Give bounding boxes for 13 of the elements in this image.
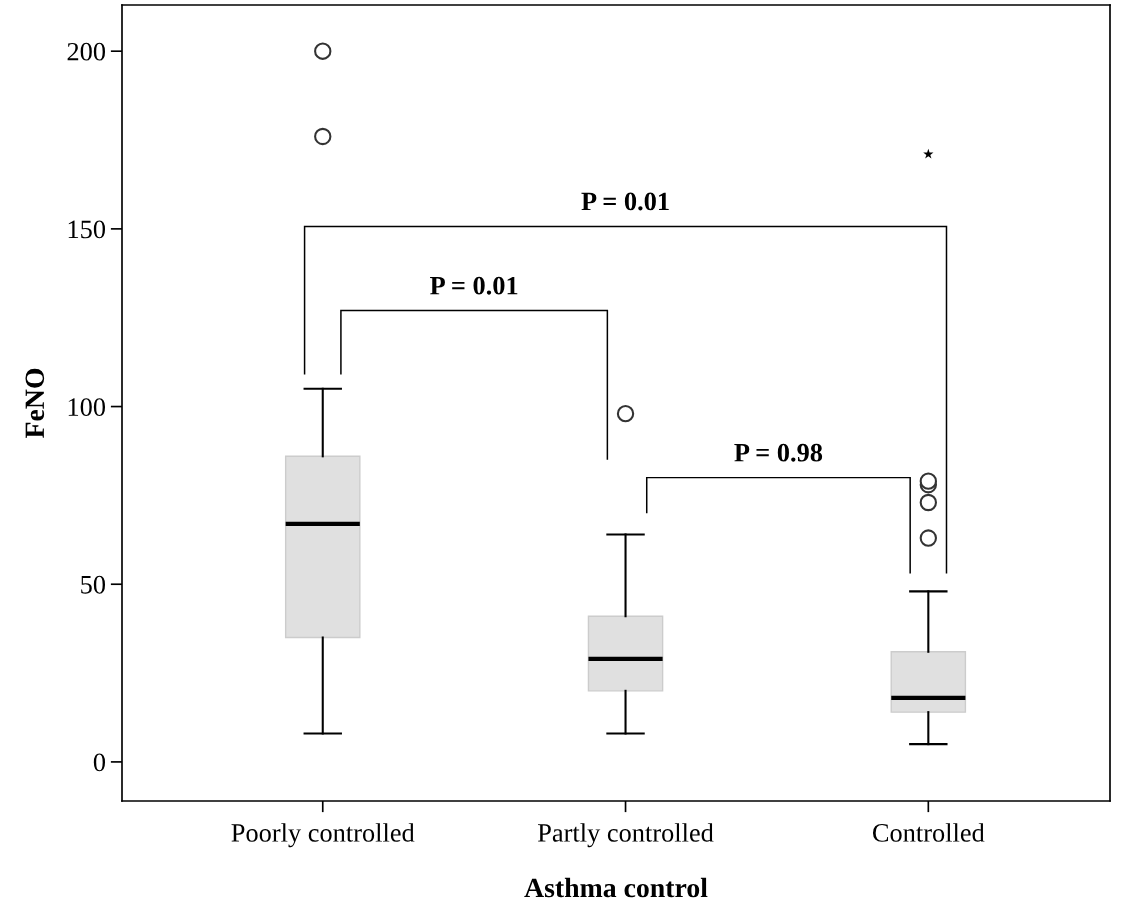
y-axis-title: FeNO: [25, 368, 45, 439]
x-axis-title: Asthma control: [524, 877, 708, 898]
x-tick-label: Partly controlled: [537, 823, 714, 848]
annotation: P = 0.01: [581, 192, 669, 211]
annotation: P = 0.01: [430, 276, 518, 295]
y-tick-label: 150: [68, 220, 106, 239]
x-tick-label: Controlled: [872, 823, 985, 842]
y-tick-label: 50: [81, 575, 106, 594]
y-tick-label: 200: [67, 42, 106, 61]
y-tick-label: 0: [93, 753, 106, 772]
annotation: P = 0.98: [734, 443, 823, 462]
x-tick-label: Poorly controlled: [231, 823, 415, 848]
y-tick-label: 100: [68, 398, 106, 416]
